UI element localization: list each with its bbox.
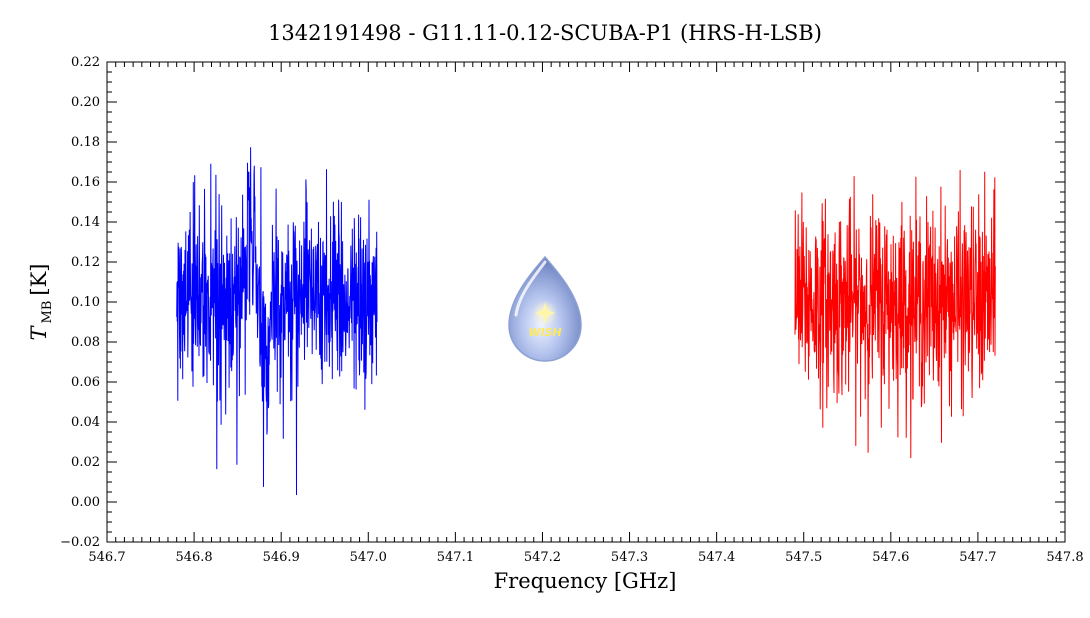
y-tick-label: 0.08	[71, 335, 100, 350]
water-drop-logo: WISH	[508, 255, 582, 362]
x-tick-label: 547.0	[350, 550, 387, 565]
x-tick-label: 547.6	[872, 550, 909, 565]
y-tick-label: 0.04	[71, 415, 100, 430]
x-tick-label: 547.5	[785, 550, 822, 565]
x-tick-label: 547.3	[611, 550, 648, 565]
x-tick-label: 547.2	[524, 550, 561, 565]
y-tick-label: 0.16	[71, 175, 100, 190]
y-tick-label: 0.18	[71, 135, 100, 150]
y-tick-label: 0.02	[71, 455, 100, 470]
spectrum-series-red	[794, 169, 996, 459]
y-tick-label: −0.02	[60, 535, 100, 550]
y-tick-label: 0.06	[71, 375, 100, 390]
x-tick-label: 546.7	[88, 550, 125, 565]
y-tick-label: 0.12	[71, 255, 100, 270]
plot-frame	[106, 61, 1066, 543]
y-axis-title: TMB [K]	[27, 264, 55, 341]
x-tick-label: 546.8	[175, 550, 212, 565]
x-tick-label: 547.4	[698, 550, 735, 565]
spectrum-series-blue	[176, 147, 378, 496]
logo-wordmark: WISH	[528, 326, 561, 339]
x-tick-label: 546.9	[263, 550, 300, 565]
y-axis-symbol: T	[27, 324, 51, 340]
y-tick-label: 0.10	[71, 295, 100, 310]
y-axis-subscript: MB	[40, 301, 55, 324]
chart-title: 1342191498 - G11.11-0.12-SCUBA-P1 (HRS-H…	[268, 21, 822, 45]
y-tick-label: 0.14	[71, 215, 100, 230]
y-axis-unit: [K]	[27, 264, 51, 296]
plot-axes: 546.7 546.8 546.9 547.0 547.1 547.2 547.3 547.4…	[60, 55, 1083, 565]
plot-series	[176, 147, 996, 496]
x-tick-label: 547.8	[1046, 550, 1083, 565]
x-axis-title: Frequency [GHz]	[494, 569, 677, 593]
x-tick-label: 547.1	[437, 550, 474, 565]
y-tick-label: 0.22	[71, 55, 100, 70]
y-tick-label: 0.20	[71, 95, 100, 110]
x-tick-label: 547.7	[959, 550, 996, 565]
y-tick-label: 0.00	[71, 495, 100, 510]
